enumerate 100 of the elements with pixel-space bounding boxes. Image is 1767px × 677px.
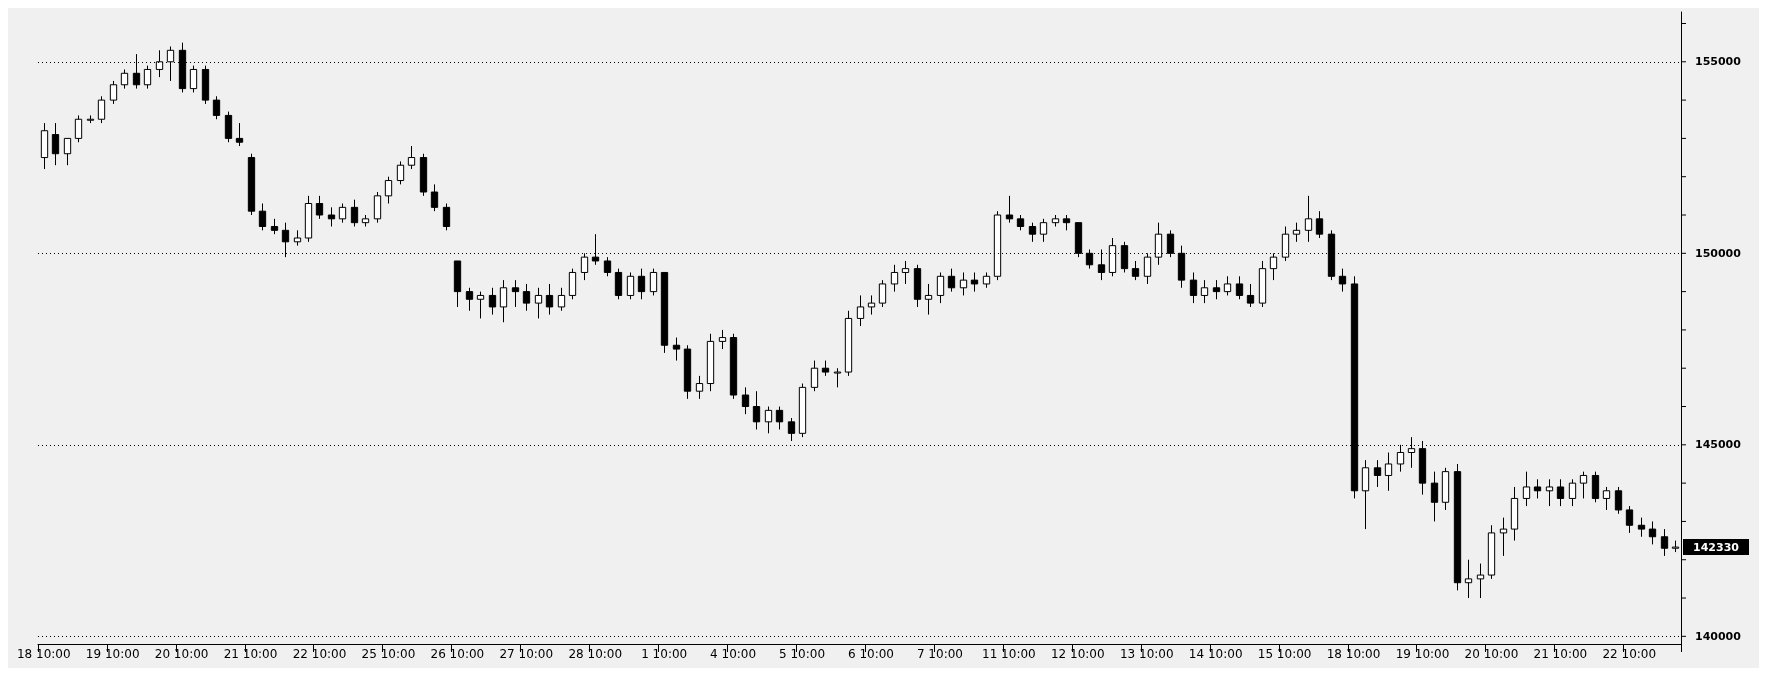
candlestick xyxy=(1338,268,1347,293)
x-tick-label: 28 10:00 xyxy=(568,647,623,661)
candlestick xyxy=(1660,528,1669,557)
candlestick xyxy=(637,268,646,300)
candlestick xyxy=(430,183,439,212)
x-tick-label: 18 10:00 xyxy=(16,647,71,661)
candlestick xyxy=(1361,459,1370,530)
candlestick xyxy=(947,268,956,293)
candlestick xyxy=(1028,222,1037,243)
candlestick xyxy=(1614,486,1623,515)
candlestick xyxy=(63,137,72,166)
candlestick xyxy=(741,386,750,415)
x-tick-label: 21 10:00 xyxy=(223,647,278,661)
candlestick xyxy=(1522,471,1531,507)
x-tick-label: 6 10:00 xyxy=(847,647,895,661)
candlestick xyxy=(97,95,106,124)
candlestick xyxy=(959,271,968,296)
candlestick xyxy=(1464,559,1473,599)
candlestick xyxy=(384,176,393,205)
x-tick-label: 12 10:00 xyxy=(1050,647,1105,661)
candlestick xyxy=(235,122,244,147)
candlestick xyxy=(1591,471,1600,503)
candlestick xyxy=(810,360,819,392)
candlestick xyxy=(407,145,416,170)
candlestick xyxy=(338,203,347,224)
candlestick xyxy=(1373,459,1382,488)
candlestick xyxy=(350,199,359,227)
y-tick-label: 140000 xyxy=(1695,629,1742,643)
candlestick xyxy=(74,114,83,143)
candlestick xyxy=(1648,520,1657,545)
candlestick xyxy=(924,283,933,316)
candlestick xyxy=(1246,283,1255,308)
candlestick xyxy=(189,65,198,93)
x-tick-label: 20 10:00 xyxy=(1464,647,1519,661)
candlestick xyxy=(752,390,761,430)
candlestick xyxy=(499,279,508,323)
candlestick xyxy=(878,279,887,308)
candlestick xyxy=(1223,275,1232,296)
candlestick xyxy=(1533,478,1542,499)
candlestick xyxy=(224,111,233,143)
candlestick xyxy=(936,271,945,304)
x-tick-label: 18 10:00 xyxy=(1326,647,1381,661)
candlestick xyxy=(51,122,60,166)
y-tick-label: 150000 xyxy=(1695,246,1742,260)
candlestick xyxy=(1304,195,1313,243)
candlestick xyxy=(1568,478,1577,507)
x-tick-label: 19 10:00 xyxy=(1395,647,1450,661)
candlestick xyxy=(1499,517,1508,557)
x-tick-label: 27 10:00 xyxy=(499,647,554,661)
candlestick xyxy=(1430,471,1439,522)
candlestick xyxy=(603,256,612,277)
candlestick xyxy=(833,367,842,388)
candlestick xyxy=(373,191,382,224)
candlestick xyxy=(1039,218,1048,243)
candlestick xyxy=(1476,563,1485,599)
candlestick xyxy=(258,203,267,231)
candlestick xyxy=(695,375,704,400)
candlestick xyxy=(1637,517,1646,538)
x-tick-label: 26 10:00 xyxy=(430,647,485,661)
candlestick xyxy=(442,203,451,231)
candlestick xyxy=(120,68,129,90)
candlestick xyxy=(522,283,531,312)
y-tick-label: 155000 xyxy=(1695,55,1742,69)
candlestick xyxy=(315,195,324,220)
candlestick xyxy=(1131,260,1140,281)
candlestick xyxy=(614,268,623,300)
x-tick-label: 19 10:00 xyxy=(85,647,140,661)
candlestick xyxy=(396,160,405,185)
candlestick xyxy=(465,287,474,312)
x-tick-label: 13 10:00 xyxy=(1119,647,1174,661)
x-tick-label: 7 10:00 xyxy=(916,647,963,661)
candlestick xyxy=(511,279,520,308)
x-tick-label: 20 10:00 xyxy=(154,647,209,661)
candlestick xyxy=(1384,451,1393,492)
candlestick xyxy=(1292,222,1301,243)
candlestick xyxy=(327,206,336,227)
candlestick xyxy=(109,80,118,105)
candlestick xyxy=(672,337,681,362)
x-tick-label: 5 10:00 xyxy=(779,647,826,661)
candlestick xyxy=(890,264,899,293)
candlestick xyxy=(718,329,727,350)
candlestick xyxy=(1235,275,1244,300)
candlestick xyxy=(856,294,865,327)
candlestick xyxy=(649,268,658,296)
candlestick xyxy=(1212,279,1221,300)
candlestick xyxy=(557,287,566,312)
candlestick xyxy=(1579,471,1588,499)
candlestick xyxy=(1200,279,1209,304)
x-tick-label: 14 10:00 xyxy=(1188,647,1243,661)
candlestick xyxy=(867,294,876,316)
candlestick xyxy=(568,268,577,300)
x-tick-label: 1 10:00 xyxy=(641,647,688,661)
candlestick xyxy=(1602,486,1611,511)
candlestick xyxy=(1189,271,1198,304)
candlestick xyxy=(1005,195,1014,224)
candlestick xyxy=(1315,210,1324,239)
candlestick xyxy=(626,271,635,300)
candlestick xyxy=(970,271,979,293)
candlestick xyxy=(901,260,910,285)
candlestick xyxy=(212,95,221,120)
